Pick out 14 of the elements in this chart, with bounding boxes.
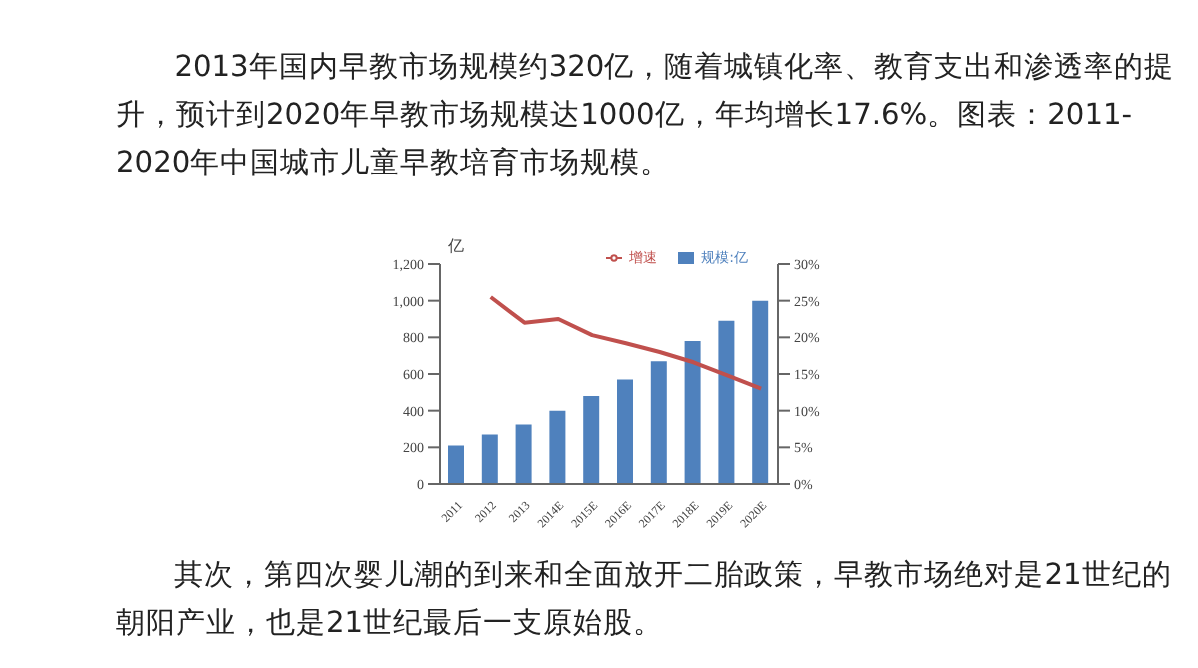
bar: [481, 434, 498, 484]
bar: [684, 341, 701, 484]
bar: [448, 445, 464, 484]
bar: [650, 361, 667, 484]
bar: [549, 410, 566, 484]
bar: [583, 396, 600, 484]
bar: [617, 379, 633, 484]
text: 其次，第四次婴儿潮的到来和全面放开二胎政策，早教市场绝对是21世纪的朝阳产业，也是21世纪最后一支原始股。: [116, 556, 1174, 644]
bar: [752, 300, 769, 484]
y-axis-title: 亿: [446, 237, 464, 256]
bar: [515, 424, 532, 484]
chart-title: 2013年国内早教市场规模约320亿，随着城镇化率、教育支出和渗透率的提升，预计到2020年早教市场规模达1000亿，年均增长17.6%。图表：2011-2020年中国城市儿童早教培育市场规模。: [116, 48, 1177, 184]
bar: [718, 320, 735, 484]
line-series: [488, 295, 764, 391]
